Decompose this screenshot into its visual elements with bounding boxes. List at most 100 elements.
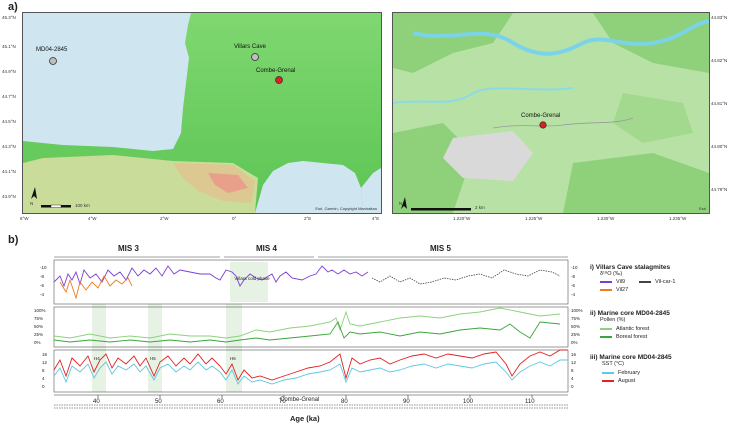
x-tick: 40 — [93, 399, 100, 405]
site-label-villars-cave: Villars Cave — [234, 44, 266, 50]
timeline-chart — [53, 256, 569, 409]
series-august — [53, 349, 568, 382]
scale-label: 2 km — [475, 205, 485, 210]
y-tick-stalagmite-right: -6 — [571, 283, 576, 288]
y-tick-stalagmite: -8 — [40, 274, 45, 279]
y-tick-pollen-right: 25% — [571, 332, 581, 337]
lat-tick: 44.80°N — [711, 144, 728, 149]
mis-3-label: MIS 3 — [118, 244, 139, 253]
series-vil9 — [53, 265, 369, 288]
series-vil-car-1 — [371, 269, 561, 285]
y-tick-sst: 4 — [42, 376, 45, 381]
y-tick-sst-right: 0 — [571, 384, 574, 389]
panel-b-label: b) — [8, 234, 19, 246]
mis-4-label: MIS 4 — [256, 244, 277, 253]
site-marker-combe-grenal[interactable] — [275, 76, 283, 84]
legend-item-vil-car-1: Vil-car-1 — [639, 279, 675, 285]
lat-tick: 44.3°N — [2, 144, 16, 149]
scale-bar — [41, 204, 71, 208]
lat-tick: 44.9°N — [2, 69, 16, 74]
event-label-h6: H6 — [230, 356, 236, 361]
x-tick: 70 — [279, 399, 286, 405]
y-tick-sst: 8 — [42, 368, 45, 373]
site-marker-md04-2845[interactable] — [49, 57, 57, 65]
legend-item-atlantic-forest: Atlantic forest — [600, 326, 670, 332]
scale-label: 100 km — [75, 203, 90, 208]
north-arrow-icon — [401, 197, 407, 209]
combe-grenal-range-label: Combe-Grenal — [280, 397, 320, 403]
event-label-h5: H5 — [150, 356, 156, 361]
y-tick-sst-right: 8 — [571, 368, 574, 373]
y-tick-stalagmite: -10 — [40, 265, 47, 270]
y-tick-sst-right: 12 — [571, 360, 577, 365]
site-label-combe-grenal: Combe-Grenal — [256, 68, 296, 74]
y-tick-sst-right: 16 — [571, 352, 577, 357]
legend-i-title: i) Villars Cave stalagmites — [590, 264, 671, 271]
site-marker-combe-grenal-local[interactable] — [539, 121, 547, 129]
lat-tick: 44.5°N — [2, 119, 16, 124]
north-label: N — [399, 201, 403, 206]
y-tick-pollen: 0% — [34, 340, 41, 345]
y-tick-stalagmite-right: -10 — [571, 265, 578, 270]
stalagmite-panel — [53, 259, 569, 305]
north-label: N — [30, 201, 34, 206]
north-arrow-icon — [31, 187, 37, 199]
y-tick-pollen: 50% — [34, 324, 44, 329]
x-tick: 90 — [403, 399, 410, 405]
event-label-h4: H4 — [94, 356, 100, 361]
lat-tick: 44.79°N — [711, 187, 728, 192]
lat-tick: 44.1°N — [2, 169, 16, 174]
site-label-combe-grenal-local: Combe-Grenal — [521, 113, 561, 119]
lon-tick: 0° — [232, 216, 237, 221]
lon-tick: 1.225°W — [525, 216, 543, 221]
x-tick: 110 — [525, 399, 535, 405]
legend-item-february: February — [602, 370, 672, 376]
legend-ii-title: ii) Marine core MD04-2845 — [590, 310, 670, 317]
legend-stalagmites: i) Villars Cave stalagmites δ¹⁸O (‰) Vil… — [590, 264, 675, 293]
lat-tick: 44.83°N — [711, 15, 728, 20]
map-credit: Esri, Garmin, Copyright Manhattan — [315, 206, 377, 211]
regional-map[interactable]: MD04-2845 Villars Cave Combe-Grenal N 10… — [22, 12, 382, 214]
lat-tick: 44.81°N — [711, 101, 728, 106]
y-tick-pollen-right: 0% — [571, 340, 578, 345]
legend-iii-title: iii) Marine core MD04-2845 — [590, 354, 672, 361]
y-tick-stalagmite-right: -8 — [571, 274, 576, 279]
legend-item-vil9: Vil9 — [600, 279, 625, 285]
series-atlantic-forest — [53, 307, 561, 339]
lon-tick: 2°W — [160, 216, 169, 221]
panel-a-label: a) — [8, 1, 18, 13]
site-marker-villars-cave[interactable] — [251, 53, 259, 61]
x-axis-title: Age (ka) — [290, 414, 320, 423]
legend-pollen: ii) Marine core MD04-2845 Pollen (%) Atl… — [590, 310, 670, 340]
lat-tick: 43.9°N — [2, 194, 16, 199]
series-february — [53, 359, 568, 385]
y-tick-sst: 16 — [42, 352, 48, 357]
mis-5-label: MIS 5 — [430, 244, 451, 253]
y-tick-pollen: 25% — [34, 332, 44, 337]
legend-item-august: August — [602, 378, 672, 384]
y-tick-sst-right: 4 — [571, 376, 574, 381]
series-vil27 — [59, 275, 133, 300]
lat-tick: 44.7°N — [2, 94, 16, 99]
scale-bar — [411, 208, 471, 211]
pollen-panel — [53, 306, 569, 348]
lon-tick: 4°E — [372, 216, 380, 221]
y-tick-sst: 12 — [42, 360, 48, 365]
y-tick-stalagmite: -4 — [40, 292, 45, 297]
y-tick-pollen-right: 50% — [571, 324, 581, 329]
lat-tick: 45.1°N — [2, 44, 16, 49]
legend-sst: iii) Marine core MD04-2845 SST (°C) Febr… — [590, 354, 672, 384]
local-map-canvas — [393, 13, 709, 213]
y-tick-pollen-right: 100% — [571, 308, 583, 313]
lat-tick: 44.82°N — [711, 58, 728, 63]
lon-tick: 1.220°W — [453, 216, 471, 221]
y-tick-stalagmite: -6 — [40, 283, 45, 288]
x-tick: 50 — [155, 399, 162, 405]
y-tick-pollen-right: 75% — [571, 316, 581, 321]
y-tick-pollen: 100% — [34, 308, 46, 313]
map-credit: Esri — [699, 206, 706, 211]
lat-tick: 45.3°N — [2, 15, 16, 20]
legend-item-vil27: Vil27 — [600, 287, 675, 293]
local-map[interactable]: Combe-Grenal N 2 km Esri — [392, 12, 710, 214]
sst-panel — [53, 349, 569, 393]
